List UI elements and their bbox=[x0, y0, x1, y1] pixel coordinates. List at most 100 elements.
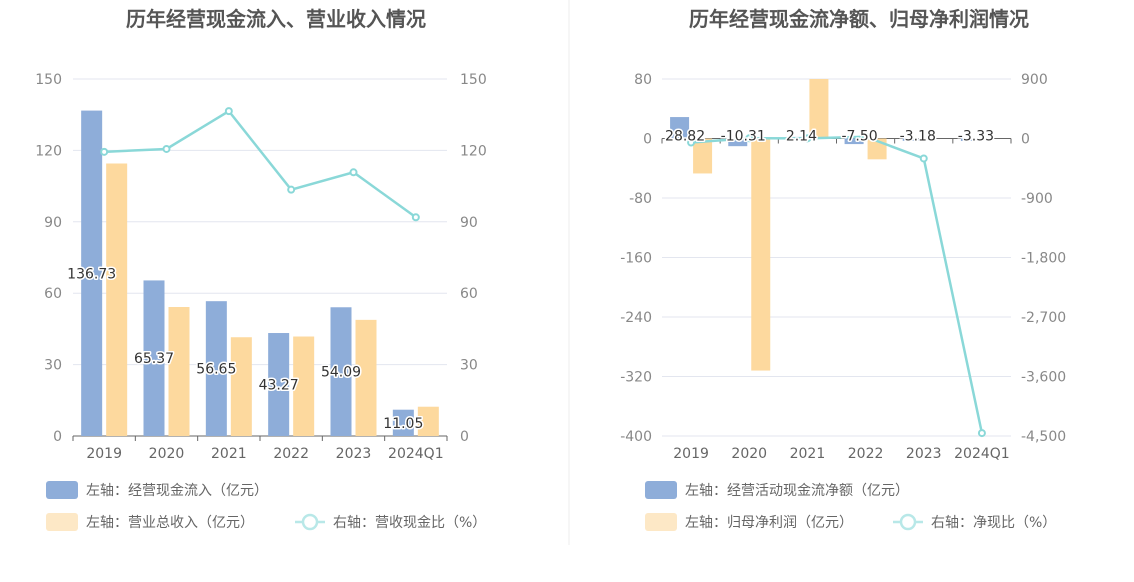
bar bbox=[143, 280, 165, 436]
y-left-tick-label: 60 bbox=[44, 286, 62, 302]
legend-label: 右轴：净现比（%） bbox=[931, 515, 1056, 531]
bar bbox=[844, 138, 864, 145]
x-tick-label: 2022 bbox=[273, 446, 309, 462]
bar bbox=[670, 117, 690, 139]
legend-label: 左轴：经营活动现金流净额（亿元） bbox=[685, 483, 909, 499]
y-left-tick-label: -160 bbox=[620, 251, 652, 267]
y-right-tick-label: 900 bbox=[1021, 72, 1048, 88]
x-tick-label: 2020 bbox=[149, 446, 185, 462]
x-tick-label: 2023 bbox=[336, 446, 372, 462]
chart-title: 历年经营现金流入、营业收入情况 bbox=[126, 7, 426, 31]
bar-data-label: 28.82 bbox=[665, 129, 705, 145]
line-point bbox=[100, 147, 109, 156]
y-right-tick-label: 120 bbox=[460, 143, 487, 159]
y-right-tick-label: 0 bbox=[1021, 132, 1030, 148]
y-right-tick-label: -2,700 bbox=[1021, 310, 1066, 326]
bar bbox=[293, 336, 315, 436]
y-right-tick-label: -4,500 bbox=[1021, 429, 1066, 445]
y-left-tick-label: 0 bbox=[643, 132, 652, 148]
bar bbox=[751, 138, 771, 371]
x-tick-label: 2019 bbox=[673, 446, 709, 462]
y-right-tick-label: 60 bbox=[460, 286, 478, 302]
bar bbox=[809, 79, 829, 139]
x-tick-label: 2020 bbox=[731, 446, 767, 462]
line-point bbox=[224, 107, 233, 116]
legend-label: 左轴：经营现金流入（亿元） bbox=[86, 483, 268, 499]
series-line bbox=[690, 135, 984, 434]
bar bbox=[81, 110, 103, 436]
bar bbox=[902, 138, 922, 141]
bar bbox=[693, 138, 713, 174]
x-tick-label: 2021 bbox=[790, 446, 826, 462]
y-left-tick-label: 0 bbox=[53, 429, 62, 445]
bar-data-label: 11.05 bbox=[383, 416, 423, 432]
bar-data-label: 54.09 bbox=[321, 365, 361, 381]
bar bbox=[960, 138, 980, 141]
bar bbox=[392, 409, 414, 436]
y-right-tick-label: 0 bbox=[460, 429, 469, 445]
legend-label: 左轴：营业总收入（亿元） bbox=[86, 515, 254, 531]
bar-data-label: 43.27 bbox=[259, 378, 299, 394]
legend-label: 右轴：营收现金比（%） bbox=[333, 515, 486, 531]
cash-inflow-revenue-chart: 历年经营现金流入、营业收入情况 0 30 60 90 120 150 0 30 60 90 120 1… bbox=[35, 7, 487, 531]
bar bbox=[330, 307, 352, 436]
y-right-tick-label: 150 bbox=[460, 72, 487, 88]
bar-data-label: -3.33 bbox=[958, 129, 994, 145]
legend-swatch bbox=[46, 481, 78, 499]
y-left-tick-label: 150 bbox=[35, 72, 62, 88]
bar-data-label: 65.37 bbox=[134, 351, 174, 367]
x-tick-label: 2019 bbox=[86, 446, 122, 462]
bar-data-label: -3.18 bbox=[900, 129, 936, 145]
bar-data-label: -10.31 bbox=[721, 129, 766, 145]
line-point bbox=[162, 144, 171, 153]
line-point bbox=[803, 134, 812, 143]
legend-label: 左轴：归母净利润（亿元） bbox=[685, 514, 853, 531]
bar-data-label: 136.73 bbox=[67, 266, 116, 282]
y-right-tick-label: -1,800 bbox=[1021, 251, 1066, 267]
y-left-tick-label: -400 bbox=[620, 429, 652, 445]
x-tick-label: 2023 bbox=[906, 446, 942, 462]
line-point bbox=[977, 429, 986, 438]
x-tick-label: 2021 bbox=[211, 446, 247, 462]
y-left-tick-label: 120 bbox=[35, 143, 62, 159]
y-right-tick-label: 30 bbox=[460, 358, 478, 374]
bar-data-label: -7.50 bbox=[841, 129, 877, 145]
bar bbox=[355, 319, 377, 436]
line-point bbox=[919, 154, 928, 163]
bar bbox=[205, 301, 227, 436]
bar-data-label: 56.65 bbox=[196, 362, 236, 378]
series-line bbox=[104, 109, 417, 219]
y-right-tick-label: 90 bbox=[460, 215, 478, 231]
line-point bbox=[349, 168, 358, 177]
legend-marker bbox=[899, 513, 917, 531]
bar-data-label: 2.14 bbox=[786, 129, 817, 145]
legend-marker bbox=[301, 513, 319, 531]
y-left-tick-label: 30 bbox=[44, 358, 62, 374]
chart-title: 历年经营现金流净额、归母净利润情况 bbox=[689, 7, 1029, 31]
x-tick-label: 2024Q1 bbox=[954, 446, 1010, 462]
bar bbox=[230, 337, 252, 436]
y-left-tick-label: -320 bbox=[620, 370, 652, 386]
y-right-tick-label: -900 bbox=[1021, 191, 1053, 207]
x-tick-label: 2024Q1 bbox=[388, 446, 444, 462]
y-left-tick-label: 80 bbox=[634, 72, 652, 88]
y-left-tick-label: 90 bbox=[44, 215, 62, 231]
bar bbox=[417, 406, 439, 436]
bar bbox=[728, 138, 748, 147]
bar bbox=[106, 163, 128, 437]
line-point bbox=[411, 213, 420, 222]
line-point bbox=[687, 138, 696, 147]
line-point bbox=[287, 185, 296, 194]
x-tick-label: 2022 bbox=[848, 446, 884, 462]
y-left-tick-label: -240 bbox=[620, 310, 652, 326]
legend-swatch bbox=[46, 513, 78, 531]
bar bbox=[168, 307, 190, 436]
bar bbox=[268, 333, 290, 436]
legend-swatch bbox=[645, 513, 677, 531]
legend-swatch bbox=[645, 481, 677, 499]
line-point bbox=[861, 132, 870, 141]
y-left-tick-label: -80 bbox=[629, 191, 652, 207]
line-point bbox=[745, 134, 754, 143]
net-cashflow-profit-chart: 历年经营现金流净额、归母净利润情况 -400 -320 -240 -160 -80 0 80… bbox=[620, 7, 1066, 531]
